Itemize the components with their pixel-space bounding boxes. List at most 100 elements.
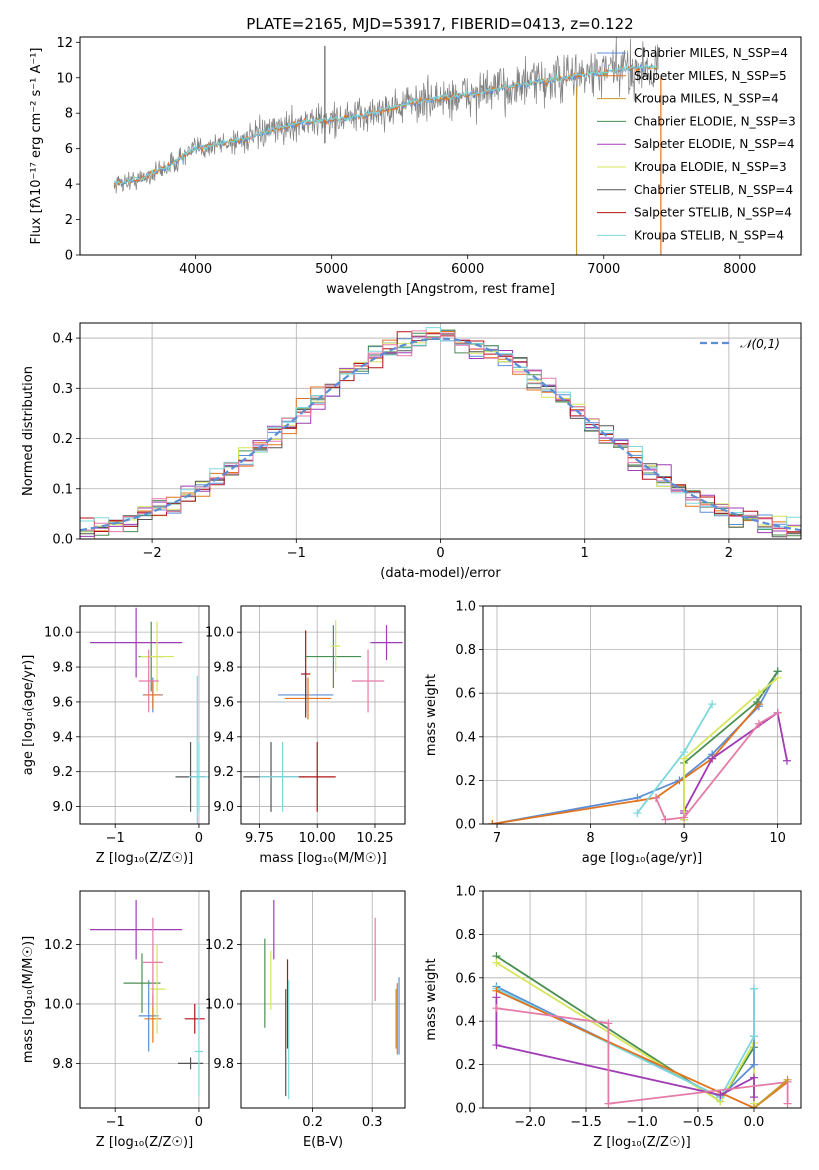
x-axis-label: mass [log₁₀(M/M☉)] <box>259 851 386 866</box>
x-tick-label: 0 <box>195 1115 203 1130</box>
x-tick-label: 9.75 <box>245 831 274 846</box>
plot-layer: 4000 5000 6000 7000 8000024681012wavelength … <box>21 36 802 1150</box>
mass-weight-marker <box>749 1104 758 1108</box>
legend-entry: Salpeter STELIB, N_SSP=4 <box>634 206 792 220</box>
mass-weight-marker <box>716 1090 725 1099</box>
plot-area-residuals <box>80 323 801 539</box>
y-tick-label: 0.8 <box>455 643 476 658</box>
y-tick-label: 0.0 <box>52 533 73 548</box>
mass-weight-marker <box>754 689 763 698</box>
axes-frame <box>79 36 802 256</box>
mass-weight-line <box>492 703 760 824</box>
legend-entry: Kroupa STELIB, N_SSP=4 <box>634 228 784 242</box>
x-tick-label: −1 <box>287 546 306 561</box>
y-tick-label: 0.4 <box>52 332 73 347</box>
y-tick-label: 0.8 <box>455 928 476 943</box>
mass-weight-line <box>495 997 755 1098</box>
x-tick-label: −1.0 <box>626 1115 658 1130</box>
x-tick-label: 10.00 <box>299 831 336 846</box>
panel-mass-vs-Z: −1 0 9.8 10.0 10.2 Z [log₁₀(Z/Z☉)] mass [log₁₀… <box>21 890 210 1150</box>
x-tick-label: 5000 <box>315 262 348 277</box>
x-axis-label: Z [log₁₀(Z/Z☉)] <box>593 1135 690 1150</box>
y-axis-label: mass weight <box>424 958 439 1040</box>
y-tick-label: 10.2 <box>205 938 234 953</box>
mass-weight-marker <box>680 748 689 757</box>
mass-weight-marker <box>749 1060 758 1069</box>
x-tick-label: −1 <box>106 1115 125 1130</box>
y-tick-label: 6 <box>65 142 73 157</box>
y-tick-label: 9.6 <box>213 695 234 710</box>
mass-weight-marker <box>708 754 717 763</box>
y-tick-label: 9.6 <box>52 695 73 710</box>
model-spectrum <box>113 62 659 188</box>
y-tick-label: 0.2 <box>52 432 73 447</box>
y-tick-label: 0.2 <box>455 774 476 789</box>
plot-area-mass-vs-EBV <box>241 891 405 1108</box>
y-tick-label: 9.0 <box>52 800 73 815</box>
y-tick-label: 0.1 <box>52 482 73 497</box>
y-tick-label: 9.4 <box>213 730 234 745</box>
y-tick-label: 1.0 <box>455 885 476 900</box>
y-tick-label: 0.3 <box>52 382 73 397</box>
axes-frame <box>79 605 210 825</box>
x-tick-label: 0.3 <box>362 1115 383 1130</box>
mass-weight-marker <box>633 809 642 818</box>
mass-weight-marker <box>492 1004 501 1013</box>
y-tick-label: 9.4 <box>52 730 73 745</box>
panel-age-vs-mass: 9.75 10.00 10.25 9.0 9.2 9.4 9.6 9.8 10.0 mass [l… <box>205 605 406 866</box>
axes-frame <box>482 890 802 1109</box>
x-tick-label: 8 <box>586 831 594 846</box>
axes-frame <box>79 322 802 540</box>
y-tick-label: 4 <box>65 178 73 193</box>
mass-weight-marker <box>773 708 782 717</box>
panel-age-vs-Z: −1 0 9.0 9.2 9.4 9.6 9.8 10.0 Z [log₁₀(Z/Z☉)] age… <box>21 605 210 866</box>
x-tick-label: −2.0 <box>514 1115 546 1130</box>
mass-weight-marker <box>492 958 501 967</box>
x-tick-label: 0 <box>436 546 444 561</box>
y-tick-label: 9.8 <box>213 1057 234 1072</box>
y-tick-label: 0.6 <box>455 971 476 986</box>
mass-weight-marker <box>604 1019 613 1028</box>
x-axis-label: (data-model)/error <box>380 566 501 581</box>
y-tick-label: 0.0 <box>455 1102 476 1117</box>
y-tick-label: 10 <box>56 71 73 86</box>
plot-area-massweight-vs-age <box>483 606 801 824</box>
mass-weight-marker <box>749 1093 758 1102</box>
mass-weight-line <box>496 989 789 1108</box>
mass-weight-marker <box>749 1032 758 1041</box>
legend-entry: 𝒩(0,1) <box>740 337 780 351</box>
x-tick-label: −1.5 <box>570 1115 602 1130</box>
x-tick-label: 1 <box>581 546 589 561</box>
y-tick-label: 0.6 <box>455 687 476 702</box>
x-tick-label: 6000 <box>451 262 484 277</box>
x-axis-label: wavelength [Angstrom, rest frame] <box>326 282 555 297</box>
x-tick-label: −0.5 <box>682 1115 714 1130</box>
mass-weight-marker <box>783 1099 792 1108</box>
y-tick-label: 8 <box>65 107 73 122</box>
y-tick-label: 9.2 <box>213 765 234 780</box>
legend-entry: Chabrier STELIB, N_SSP=4 <box>634 183 793 197</box>
y-tick-label: 9.2 <box>52 765 73 780</box>
y-tick-label: 12 <box>56 36 73 51</box>
mass-weight-marker <box>652 793 661 802</box>
x-tick-label: 10.25 <box>356 831 393 846</box>
plot-area-mass-vs-Z <box>80 891 209 1108</box>
x-tick-label: −1 <box>106 831 125 846</box>
panel-mass-vs-EBV: 0.2 0.3 9.8 10.0 10.2 E(B-V) <box>205 890 406 1150</box>
legend-entry: Kroupa MILES, N_SSP=4 <box>634 92 779 106</box>
y-axis-label: Flux [fλ10⁻¹⁷ erg cm⁻² s⁻¹ A⁻¹] <box>29 48 44 245</box>
x-tick-label: 7000 <box>587 262 620 277</box>
y-tick-label: 9.8 <box>52 661 73 676</box>
mass-weight-marker <box>753 697 762 706</box>
mass-weight-marker <box>661 815 670 824</box>
y-tick-label: 10.0 <box>44 997 73 1012</box>
panel-massweight-vs-Z: −2.0 −1.5 −1.0 −0.5 0.0 0.0 0.2 0.4 0.6 0.8 1.0 Z [… <box>424 885 802 1150</box>
legend-entry: Kroupa ELODIE, N_SSP=3 <box>634 160 787 174</box>
plot-area-massweight-vs-Z <box>483 891 801 1108</box>
x-tick-label: 9 <box>680 831 688 846</box>
y-axis-label: mass weight <box>424 674 439 756</box>
x-axis-label: E(B-V) <box>303 1135 343 1150</box>
panel-massweight-vs-age: 7 8 9 10 0.0 0.2 0.4 0.6 0.8 1.0 age [log₁₀(age/yr… <box>424 600 802 866</box>
mass-weight-marker <box>754 719 763 728</box>
